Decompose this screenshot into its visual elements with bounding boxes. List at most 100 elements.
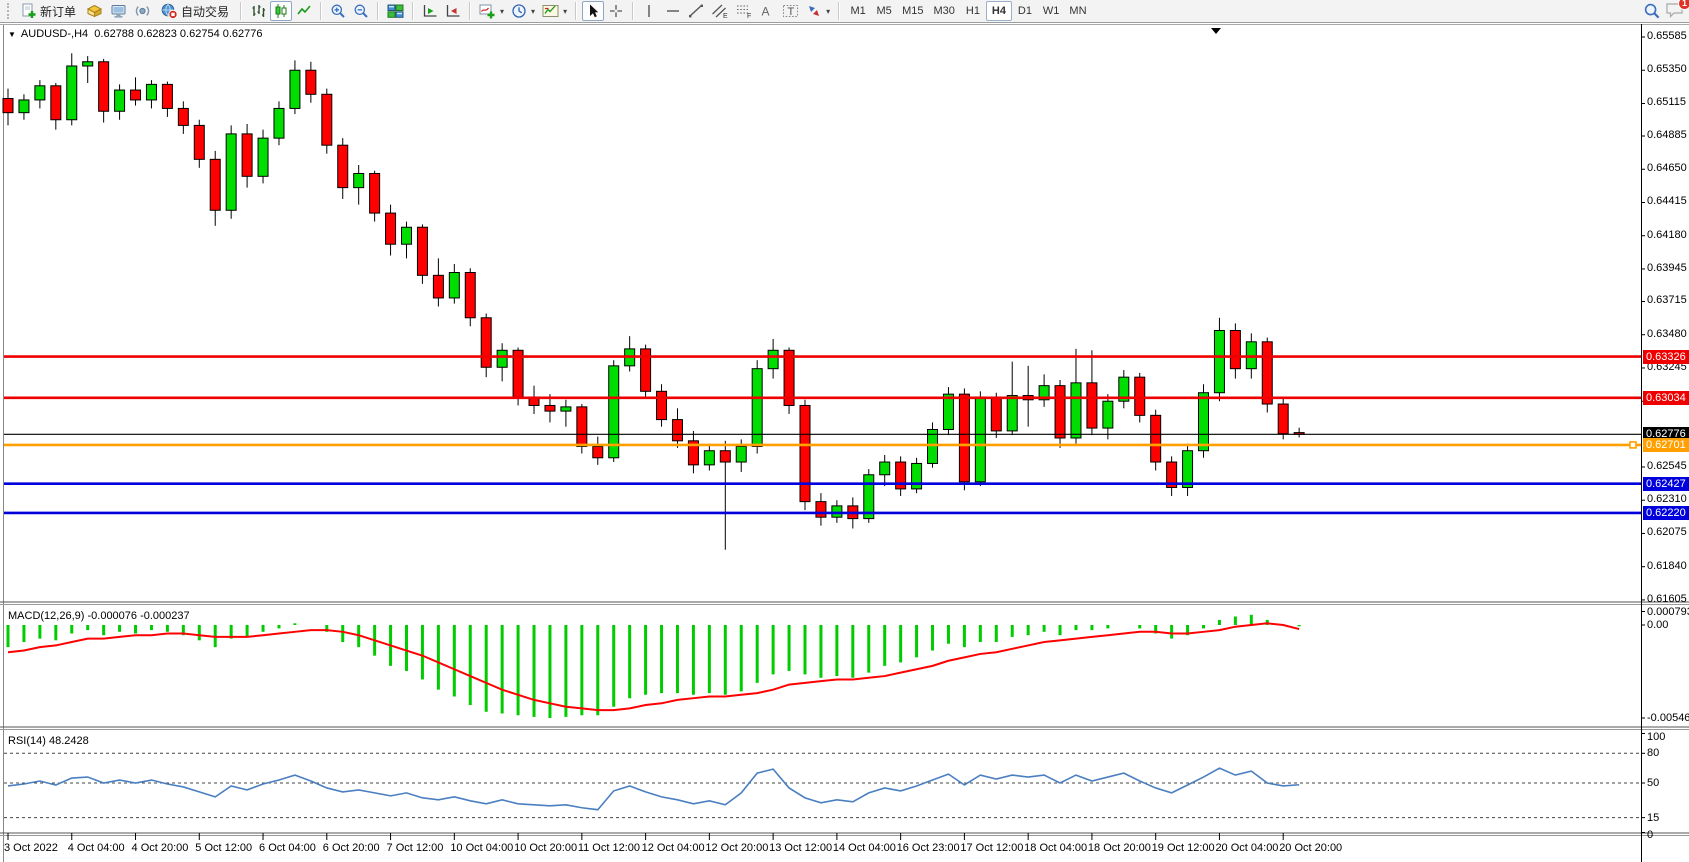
fibonacci-button[interactable]: F (732, 1, 755, 21)
chart-title: ▼ AUDUSD-,H4 0.62788 0.62823 0.62754 0.62… (8, 28, 263, 40)
autotrade-button[interactable]: 自动交易 (155, 1, 235, 21)
toolbar-grip[interactable] (7, 3, 11, 19)
timeframe-button-m30[interactable]: M30 (929, 1, 960, 21)
timeframe-button-m15[interactable]: M15 (897, 1, 928, 21)
time-axis-label: 12 Oct 20:00 (705, 842, 769, 854)
auto-scroll-button[interactable] (419, 1, 441, 21)
time-axis-label: 3 Oct 2022 (4, 842, 58, 854)
timeframe-button-d1[interactable]: D1 (1012, 1, 1038, 21)
tile-windows-button[interactable] (384, 1, 407, 21)
horizontal-line-button[interactable] (662, 1, 684, 21)
price-level-badge-red: 0.63326 (1643, 349, 1689, 364)
price-level-badge-orange: 0.62701 (1643, 437, 1689, 452)
crosshair-button[interactable] (605, 1, 627, 21)
price-axis-label: 0.61840 (1647, 559, 1687, 572)
trendline-icon (688, 3, 704, 19)
rsi-pane-label: RSI(14) 48.2428 (8, 735, 89, 747)
time-axis-label: 19 Oct 12:00 (1151, 842, 1215, 854)
timeframe-button-h4[interactable]: H4 (985, 1, 1012, 21)
rsi-name-label: RSI(14) (8, 735, 46, 747)
auto-scroll-icon (422, 3, 438, 19)
vertical-line-icon (642, 3, 656, 19)
new-order-button[interactable]: 新订单 (15, 1, 82, 21)
zoom-in-button[interactable] (327, 1, 349, 21)
new-order-label: 新订单 (40, 4, 77, 19)
timeframe-button-m5[interactable]: M5 (871, 1, 897, 21)
chart-canvas[interactable] (0, 24, 1689, 862)
svg-text:T: T (788, 6, 795, 18)
timeframe-button-mn[interactable]: MN (1064, 1, 1091, 21)
tile-windows-icon (387, 3, 404, 19)
trendline-button[interactable] (685, 1, 707, 21)
chart-collapse-icon[interactable]: ▼ (8, 30, 16, 39)
candlestick-chart-button[interactable] (270, 1, 293, 21)
toolbar-separator (377, 2, 380, 20)
candlestick-chart-icon (273, 3, 289, 19)
rsi-axis-label: 15 (1647, 811, 1660, 824)
price-level-badge-blue: 0.62220 (1643, 505, 1689, 520)
equidistant-channel-button[interactable]: E (708, 1, 731, 21)
time-axis-label: 14 Oct 04:00 (832, 842, 896, 854)
macd-name-label: MACD(12,26,9) (8, 610, 85, 622)
time-axis-label: 20 Oct 04:00 (1215, 842, 1279, 854)
macd-axis-label: -0.005464 (1647, 712, 1689, 724)
timeframe-button-m1[interactable]: M1 (845, 1, 871, 21)
indicators-button[interactable]: ▾ (476, 1, 507, 21)
yellow-pages-button[interactable] (83, 1, 106, 21)
bar-chart-button[interactable] (247, 1, 269, 21)
fibonacci-icon: F (735, 3, 752, 19)
zoom-out-icon (353, 3, 369, 19)
price-level-badge-blue: 0.62427 (1643, 476, 1689, 491)
time-axis-label: 16 Oct 23:00 (896, 842, 960, 854)
timeframe-button-h1[interactable]: H1 (960, 1, 986, 21)
time-axis-label: 4 Oct 20:00 (131, 842, 189, 854)
time-axis-label: 13 Oct 12:00 (769, 842, 833, 854)
price-axis-label: 0.64415 (1647, 195, 1687, 208)
notification-badge: 1 (1678, 0, 1689, 10)
terminal-button[interactable] (107, 1, 130, 21)
search-button[interactable] (1640, 1, 1664, 21)
price-level-badge-red: 0.63034 (1643, 390, 1689, 405)
label-button[interactable]: T (779, 1, 802, 21)
notifications-chat[interactable]: 1 (1665, 0, 1689, 22)
rsi-axis-label: 100 (1647, 730, 1666, 743)
toolbar-separator (838, 2, 841, 20)
chat-bubble-icon (1665, 2, 1685, 22)
bar-chart-icon (250, 3, 266, 19)
rsi-axis-label: 80 (1647, 747, 1660, 760)
new-order-icon (21, 3, 37, 19)
time-axis-label: 20 Oct 20:00 (1279, 842, 1343, 854)
equidistant-channel-icon: E (711, 3, 728, 19)
templates-button[interactable]: ▾ (539, 1, 570, 21)
price-axis-label: 0.61605 (1647, 592, 1687, 605)
cursor-button[interactable] (582, 1, 605, 21)
macd-axis-label: 0.000793 (1647, 605, 1689, 618)
periods-button[interactable]: ▾ (508, 1, 538, 21)
time-axis-label: 10 Oct 04:00 (450, 842, 514, 854)
macd-axis-label: 0.00 (1647, 619, 1669, 631)
line-chart-button[interactable] (293, 1, 315, 21)
terminal-icon (110, 3, 127, 19)
timeframe-button-w1[interactable]: W1 (1038, 1, 1065, 21)
price-axis-label: 0.62545 (1647, 459, 1687, 472)
price-axis-label: 0.63945 (1647, 261, 1687, 274)
toolbar: 新订单 自动交易 (0, 0, 1689, 23)
arrows-objects-button[interactable]: ▾ (803, 1, 833, 21)
signals-button[interactable] (131, 1, 154, 21)
time-axis-label: 6 Oct 20:00 (322, 842, 380, 854)
crosshair-icon (608, 3, 624, 19)
timeframe-group: M1 M5 M15 M30 H1 H4 D1 W1 MN (845, 1, 1091, 21)
time-axis-label: 5 Oct 12:00 (195, 842, 253, 854)
arrows-dropdown-caret: ▾ (826, 6, 831, 16)
chart-shift-icon (445, 3, 461, 19)
price-level-badge-current: 0.62776 (1643, 427, 1689, 442)
chart-shift-button[interactable] (442, 1, 464, 21)
autotrade-icon (161, 3, 178, 19)
zoom-out-button[interactable] (350, 1, 372, 21)
zoom-in-icon (330, 3, 346, 19)
horizontal-line-icon (665, 3, 681, 19)
vertical-line-button[interactable] (639, 1, 661, 21)
price-axis-label: 0.64180 (1647, 228, 1687, 241)
text-button[interactable]: A (756, 1, 778, 21)
